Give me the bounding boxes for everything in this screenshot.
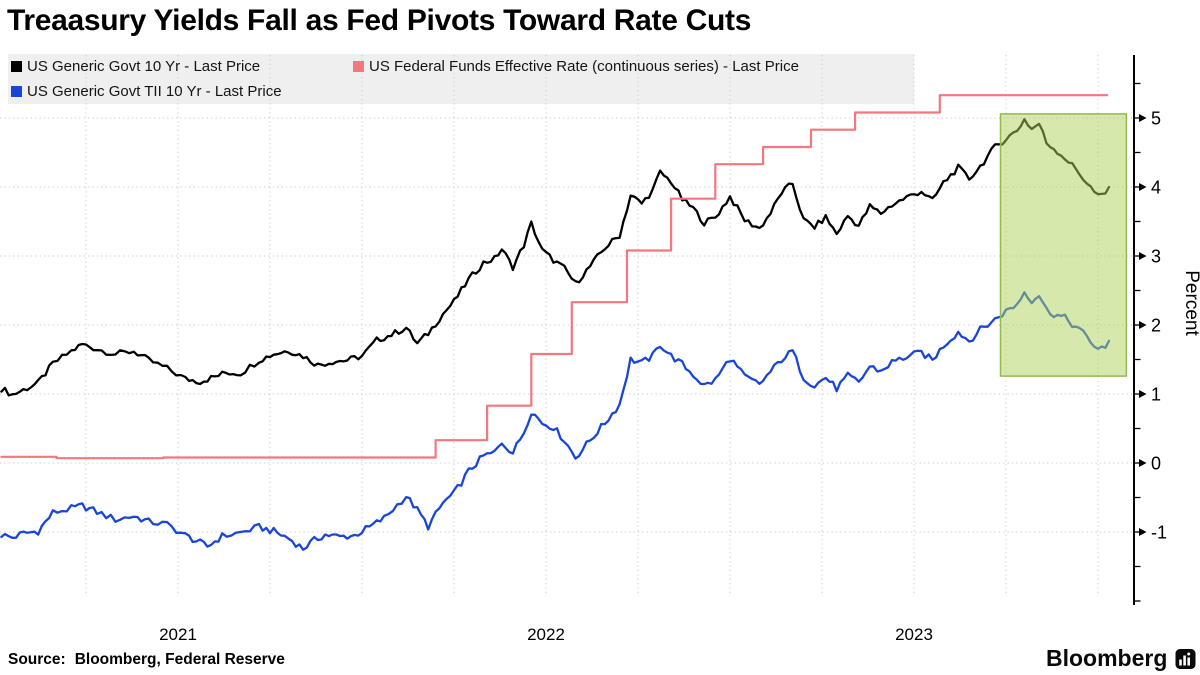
y-tick-arrow xyxy=(1139,321,1147,329)
legend-background xyxy=(8,54,914,104)
y-tick-label: -1 xyxy=(1151,523,1167,543)
legend-swatch-fed-funds-effective-rate xyxy=(353,61,364,72)
y-tick-label: 1 xyxy=(1151,385,1161,405)
x-tick-label-2022: 2022 xyxy=(527,625,565,644)
legend-entry-us-generic-govt-tii-10yr: US Generic Govt TII 10 Yr - Last Price xyxy=(11,83,282,100)
bloomberg-logo: Bloomberg xyxy=(1046,645,1196,672)
y-tick-label: 0 xyxy=(1151,454,1161,474)
series-group xyxy=(0,94,1111,551)
bloomberg-wordmark: Bloomberg xyxy=(1046,645,1168,671)
source-text: Bloomberg, Federal Reserve xyxy=(74,651,285,668)
y-tick-label: 3 xyxy=(1151,247,1161,267)
x-tick-label-2021: 2021 xyxy=(159,625,197,644)
y-tick-arrow xyxy=(1139,390,1147,398)
series-line-fed-funds-effective-rate xyxy=(0,94,1109,460)
y-tick-label: 2 xyxy=(1151,316,1161,336)
legend-entry-us-generic-govt-10yr: US Generic Govt 10 Yr - Last Price xyxy=(11,58,260,75)
gridlines xyxy=(0,55,1134,593)
legend-swatch-us-generic-govt-tii-10yr xyxy=(11,86,22,97)
x-tick-label-2023: 2023 xyxy=(895,625,933,644)
source-note: Source: Bloomberg, Federal Reserve xyxy=(8,651,285,669)
chart-title: Treaasury Yields Fall as Fed Pivots Towa… xyxy=(7,4,752,37)
bloomberg-terminal-icon xyxy=(1175,648,1196,669)
highlight-region xyxy=(999,113,1128,377)
legend-label: US Generic Govt TII 10 Yr - Last Price xyxy=(27,83,282,100)
legend-label: US Federal Funds Effective Rate (continu… xyxy=(369,58,799,75)
y-tick-arrow xyxy=(1139,528,1147,536)
legend-label: US Generic Govt 10 Yr - Last Price xyxy=(27,58,261,75)
series-line-us-generic-govt-tii-10yr xyxy=(0,291,1111,551)
chart-legend: US Generic Govt 10 Yr - Last Price US Fed… xyxy=(8,54,914,104)
y-tick-arrow xyxy=(1139,114,1147,122)
y-tick-arrow xyxy=(1139,183,1147,191)
y-tick-arrow xyxy=(1139,252,1147,260)
y-tick-label: 4 xyxy=(1151,178,1161,198)
series-line-us-generic-govt-10yr xyxy=(0,118,1111,397)
y-tick-arrow xyxy=(1139,459,1147,467)
y-tick-label: 5 xyxy=(1151,109,1161,129)
y-axis: -1 0 1 2 3 4 5 Percent xyxy=(1133,55,1200,605)
source-label: Source: xyxy=(8,651,66,668)
legend-swatch-us-generic-govt-10yr xyxy=(11,61,22,72)
legend-entry-fed-funds-effective-rate: US Federal Funds Effective Rate (continu… xyxy=(353,58,799,75)
y-axis-title: Percent xyxy=(1181,270,1200,336)
